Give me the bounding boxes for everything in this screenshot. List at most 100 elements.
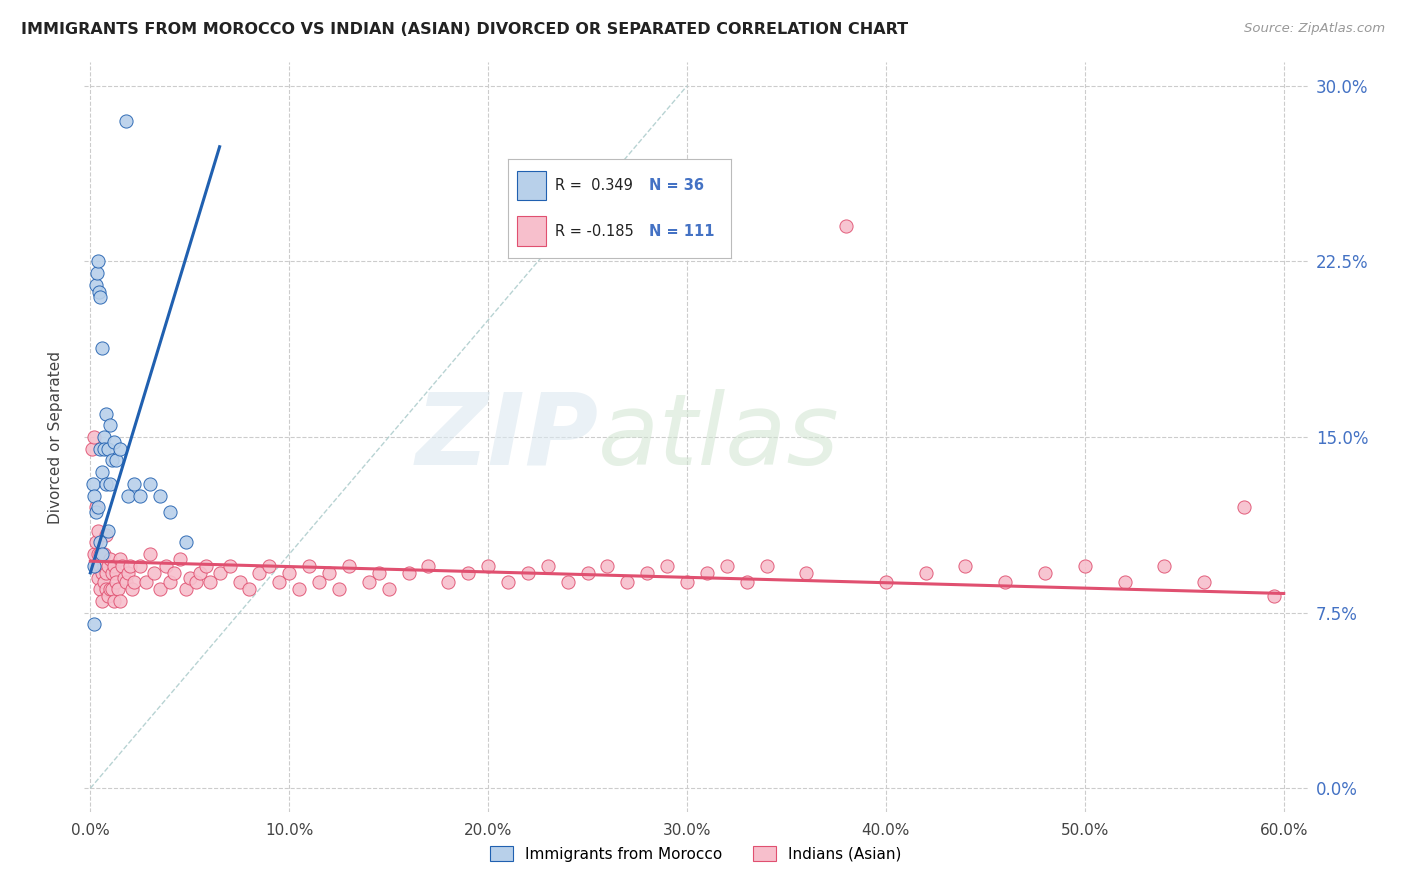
Point	[108, 551, 131, 566]
Point	[135, 575, 157, 590]
Point	[437, 575, 460, 590]
Point	[194, 558, 217, 573]
Point	[84, 277, 107, 292]
Point	[89, 442, 111, 456]
Point	[103, 434, 125, 449]
Point	[318, 566, 340, 580]
Point	[357, 575, 380, 590]
Point	[636, 566, 658, 580]
Point	[1192, 575, 1215, 590]
Point	[796, 566, 818, 580]
Point	[83, 547, 105, 561]
Point	[576, 566, 599, 580]
Point	[129, 558, 152, 573]
Point	[87, 547, 110, 561]
Point	[96, 528, 118, 542]
Point	[83, 430, 105, 444]
Text: R = -0.185: R = -0.185	[555, 224, 634, 239]
Point	[914, 566, 936, 580]
Point	[89, 535, 111, 549]
Point	[87, 524, 110, 538]
Point	[298, 558, 321, 573]
Point	[1114, 575, 1136, 590]
Point	[86, 266, 108, 280]
Point	[111, 558, 134, 573]
Point	[139, 476, 162, 491]
Point	[496, 575, 519, 590]
Point	[337, 558, 360, 573]
Point	[93, 558, 115, 573]
Point	[115, 575, 138, 590]
Point	[98, 582, 121, 597]
Point	[87, 571, 110, 585]
Point	[107, 582, 129, 597]
Point	[149, 582, 172, 597]
Point	[143, 566, 166, 580]
Point	[83, 617, 105, 632]
Point	[269, 575, 291, 590]
Point	[91, 465, 114, 479]
Point	[596, 558, 619, 573]
Point	[91, 566, 114, 580]
Point	[1263, 589, 1285, 603]
Text: atlas: atlas	[598, 389, 839, 485]
Point	[247, 566, 270, 580]
Text: Source: ZipAtlas.com: Source: ZipAtlas.com	[1244, 22, 1385, 36]
Point	[98, 476, 121, 491]
Point	[105, 575, 128, 590]
Point	[875, 575, 897, 590]
Point	[84, 558, 107, 573]
Point	[218, 558, 240, 573]
Point	[96, 582, 118, 597]
Point	[149, 489, 172, 503]
Point	[91, 551, 114, 566]
Text: R =  0.349: R = 0.349	[555, 178, 633, 193]
Point	[716, 558, 738, 573]
Point	[696, 566, 718, 580]
Point	[955, 558, 977, 573]
Point	[537, 558, 560, 573]
Point	[93, 430, 115, 444]
Point	[1074, 558, 1097, 573]
Point	[1233, 500, 1256, 515]
Point	[82, 476, 104, 491]
Point	[616, 575, 638, 590]
Point	[735, 575, 758, 590]
Point	[93, 547, 115, 561]
Point	[418, 558, 440, 573]
Point	[367, 566, 389, 580]
Point	[1153, 558, 1175, 573]
Point	[155, 558, 177, 573]
Point	[91, 341, 114, 355]
Point	[129, 489, 152, 503]
Point	[112, 571, 135, 585]
Point	[308, 575, 330, 590]
Text: N = 36: N = 36	[648, 178, 704, 193]
Point	[278, 566, 301, 580]
Point	[259, 558, 281, 573]
Point	[101, 582, 124, 597]
Point	[89, 289, 111, 303]
Point	[179, 571, 201, 585]
Point	[159, 575, 181, 590]
Point	[87, 500, 110, 515]
Point	[122, 476, 145, 491]
Point	[105, 566, 128, 580]
Point	[184, 575, 207, 590]
Point	[82, 442, 104, 456]
Point	[93, 442, 115, 456]
Point	[84, 505, 107, 519]
Legend: Immigrants from Morocco, Indians (Asian): Immigrants from Morocco, Indians (Asian)	[484, 839, 908, 868]
Point	[755, 558, 778, 573]
Point	[96, 566, 118, 580]
Point	[87, 254, 110, 268]
Point	[676, 575, 699, 590]
Text: N = 111: N = 111	[648, 224, 714, 239]
Point	[835, 219, 858, 234]
Point	[228, 575, 250, 590]
FancyBboxPatch shape	[517, 170, 546, 201]
Point	[97, 589, 120, 603]
Y-axis label: Divorced or Separated: Divorced or Separated	[48, 351, 63, 524]
Point	[288, 582, 311, 597]
Point	[83, 489, 105, 503]
